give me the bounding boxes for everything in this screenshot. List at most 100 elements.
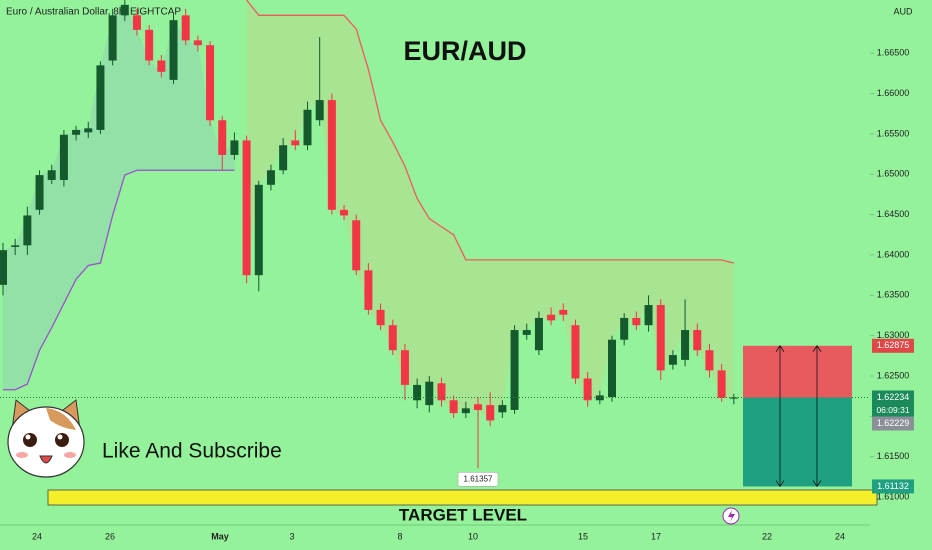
candle-body [486, 405, 495, 421]
y-tick-label: 1.65500 [877, 128, 910, 138]
bid-price-tag: 1.62229 [877, 418, 910, 428]
candle-body [388, 325, 397, 351]
candle-body [474, 404, 483, 410]
target-price-tag-box [872, 479, 914, 494]
band-fill [246, 0, 734, 421]
candle-body [595, 395, 604, 401]
candle-body [729, 397, 738, 399]
candle-body [59, 134, 68, 180]
candle-body [230, 140, 239, 155]
candle-body [583, 378, 592, 401]
candle-body [498, 405, 507, 413]
candle-body [559, 309, 568, 315]
x-tick-label: 24 [835, 531, 845, 541]
candle-body [681, 330, 690, 360]
price-layer: 1.610001.615001.620001.625001.630001.635… [0, 0, 914, 541]
low-marker-label: 1.61357 [464, 474, 493, 483]
candle-body [620, 317, 629, 340]
y-tick-label: 1.64500 [877, 209, 910, 219]
candle-body [108, 15, 117, 61]
candle-body [461, 408, 470, 414]
candle-body [35, 175, 44, 210]
candle-body [132, 15, 141, 30]
bid-price-box [872, 416, 914, 431]
countdown: 06:09:31 [876, 405, 909, 415]
x-tick-label: 26 [105, 531, 115, 541]
candle-body [352, 220, 361, 271]
candle-body [705, 350, 714, 371]
candle-body [376, 309, 385, 326]
x-tick-label: 15 [578, 531, 588, 541]
y-tick-label: 1.63500 [877, 290, 910, 300]
target-bar [47, 489, 878, 506]
countdown-box [872, 404, 914, 417]
candle-body [47, 170, 56, 180]
candle-body [242, 140, 251, 276]
x-tick-label: 10 [468, 531, 478, 541]
x-tick-label: 3 [289, 531, 294, 541]
candle-body [644, 305, 653, 326]
candle-body [145, 29, 154, 61]
candle-body [522, 330, 531, 335]
x-tick-label: May [211, 531, 229, 541]
candle-body [291, 140, 300, 146]
target-price-tag: 1.61132 [877, 481, 909, 491]
candle-body [72, 129, 81, 135]
x-tick-label: 24 [32, 531, 42, 541]
candle-body [327, 100, 336, 210]
candle-body [608, 339, 616, 398]
candle-body [449, 400, 458, 414]
y-tick-label: 1.62500 [877, 370, 910, 380]
candle-body [254, 184, 263, 276]
y-tick-label: 1.64000 [877, 249, 910, 259]
x-tick-label: 22 [762, 531, 772, 541]
candle-body [279, 145, 288, 171]
x-tick-label: 8 [397, 531, 402, 541]
candle-body [315, 100, 324, 121]
currency-label: AUD [893, 6, 913, 16]
y-tick-label: 1.61000 [877, 491, 910, 501]
indicator-layer [3, 0, 874, 498]
candle-body [717, 370, 726, 398]
candle-body [425, 381, 434, 406]
candle-body [510, 330, 519, 410]
candle-body [157, 60, 166, 72]
band-line [246, 0, 734, 264]
last-price-tag: 1.62234 [877, 392, 910, 402]
low-marker-box [457, 471, 499, 487]
y-tick-label: 1.65000 [877, 169, 910, 179]
candle-body [218, 120, 227, 155]
candle-body [400, 350, 409, 385]
candle-body [169, 20, 178, 80]
candle-body [0, 250, 7, 285]
subscribe-text: Like And Subscribe [102, 440, 282, 463]
candle-body [206, 45, 215, 121]
stop-zone [743, 345, 852, 398]
y-tick-label: 1.61500 [877, 451, 910, 461]
symbol-label: Euro / Australian Dollar, 8h, EIGHTCAP [6, 7, 181, 18]
arrow-head [775, 345, 785, 353]
arrow-head [812, 345, 822, 353]
y-tick-label: 1.66000 [877, 88, 910, 98]
band-line [3, 169, 235, 391]
candle-body [266, 170, 275, 185]
candle-body [11, 245, 20, 247]
candle-body [193, 40, 202, 46]
target-zone [743, 397, 852, 487]
candle-body [632, 317, 641, 326]
y-tick-label: 1.66500 [877, 48, 910, 58]
candle-body [534, 317, 543, 351]
candle-body [181, 15, 190, 41]
candle-body [120, 4, 129, 16]
candle-body [437, 383, 446, 401]
chart-title: EUR/AUD [403, 36, 526, 66]
candle-body [571, 325, 580, 379]
band-fill [3, 4, 235, 390]
x-tick-label: 17 [651, 531, 661, 541]
candle-body [693, 330, 702, 351]
candle-body [656, 305, 665, 371]
y-tick-label: 1.63000 [877, 330, 910, 340]
candle-body [668, 355, 677, 365]
